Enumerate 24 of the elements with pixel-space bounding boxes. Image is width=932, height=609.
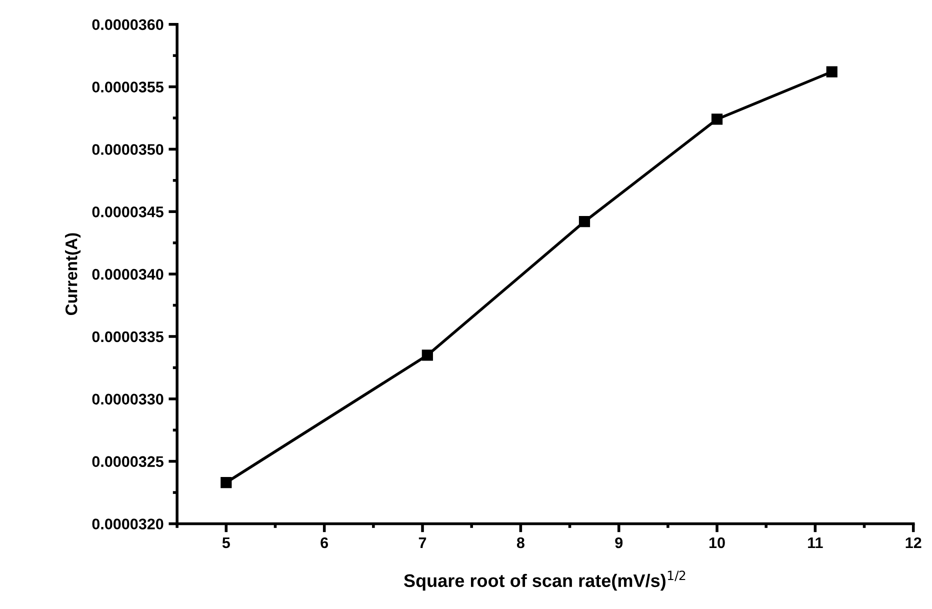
x-tick-label: 11 <box>808 537 823 548</box>
x-tick-label: 7 <box>418 537 426 548</box>
x-tick-label: 6 <box>320 537 328 548</box>
x-tick-label: 9 <box>615 537 623 548</box>
y-tick-label: 0.0000355 <box>92 82 164 92</box>
x-axis-title: Square root of scan rate(mV/s)$^{1/2}$ <box>404 570 686 591</box>
point <box>826 66 838 78</box>
x-tick-label: 12 <box>906 537 922 548</box>
y-tick-label: 0.0000350 <box>92 144 164 155</box>
point <box>422 350 433 361</box>
y-tick-label: 0.0000360 <box>92 19 164 30</box>
x-tick-label: 8 <box>516 537 524 548</box>
x-tick-label: 5 <box>222 537 230 548</box>
y-tick-label: 0.0000330 <box>92 394 164 405</box>
y-tick-label: 0.0000335 <box>92 331 164 342</box>
point <box>220 476 232 488</box>
y-tick-label: 0.0000345 <box>92 206 164 218</box>
point <box>711 114 723 125</box>
y-tick-label: 0.0000340 <box>92 268 164 280</box>
y-tick-label: 0.0000320 <box>92 518 164 530</box>
point <box>578 216 590 228</box>
y-axis-title: Current(A) <box>65 233 81 316</box>
x-tick-label: 10 <box>709 537 725 548</box>
y-tick-label: 0.0000325 <box>92 456 164 468</box>
